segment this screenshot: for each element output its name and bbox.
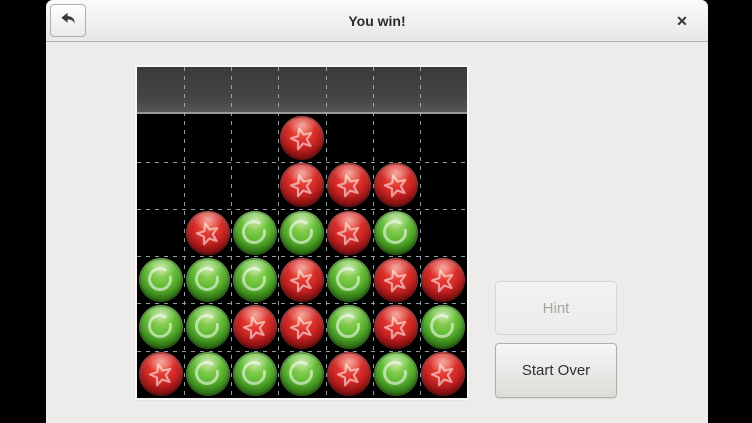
- grid-line-vertical: [372, 67, 374, 398]
- green-ring-ball: [374, 352, 419, 397]
- grid-line-vertical: [325, 67, 327, 398]
- red-star-ball: [280, 257, 324, 302]
- green-ring-ball: [138, 305, 183, 350]
- red-star-ball: [374, 163, 419, 208]
- red-star-ball: [232, 305, 277, 350]
- grid-line-horizontal: [137, 256, 467, 258]
- green-ring-ball: [280, 210, 324, 255]
- red-star-ball: [280, 305, 324, 350]
- green-ring-ball: [185, 305, 230, 350]
- red-star-ball: [327, 210, 372, 255]
- green-ring-ball: [232, 352, 277, 397]
- close-icon: ✕: [676, 12, 688, 29]
- red-star-ball: [138, 352, 183, 397]
- red-star-ball: [374, 305, 419, 350]
- board-drop-zone: [137, 67, 467, 115]
- back-arrow-icon: [58, 9, 78, 32]
- green-ring-ball: [232, 257, 277, 302]
- letterbox-left: [0, 0, 46, 423]
- red-star-ball: [374, 257, 419, 302]
- start-over-button[interactable]: Start Over: [495, 343, 617, 398]
- red-star-ball: [280, 163, 324, 208]
- green-ring-ball: [374, 210, 419, 255]
- grid-line-horizontal: [137, 208, 467, 210]
- letterbox-right: [708, 0, 752, 423]
- green-ring-ball: [327, 305, 372, 350]
- red-star-ball: [421, 257, 466, 302]
- grid-line-vertical: [419, 67, 421, 398]
- green-ring-ball: [138, 257, 183, 302]
- hint-button[interactable]: Hint: [495, 281, 617, 335]
- grid-line-vertical: [184, 67, 186, 398]
- back-button[interactable]: [50, 4, 86, 37]
- game-board[interactable]: [137, 67, 467, 398]
- green-ring-ball: [280, 352, 324, 397]
- green-ring-ball: [327, 257, 372, 302]
- headerbar: You win! ✕: [46, 0, 708, 42]
- grid-line-vertical: [231, 67, 233, 398]
- grid-line-horizontal: [137, 161, 467, 163]
- green-ring-ball: [421, 305, 466, 350]
- red-star-ball: [421, 352, 466, 397]
- grid-line-vertical: [278, 67, 280, 398]
- green-ring-ball: [185, 352, 230, 397]
- grid-line-horizontal: [137, 350, 467, 352]
- red-star-ball: [327, 352, 372, 397]
- red-star-ball: [280, 115, 324, 160]
- grid-line-horizontal: [137, 303, 467, 305]
- red-star-ball: [327, 163, 372, 208]
- close-button[interactable]: ✕: [668, 7, 696, 35]
- red-star-ball: [185, 210, 230, 255]
- green-ring-ball: [232, 210, 277, 255]
- green-ring-ball: [185, 257, 230, 302]
- game-window: You win! ✕ Hint Start Over: [46, 0, 708, 423]
- window-title: You win!: [348, 13, 406, 29]
